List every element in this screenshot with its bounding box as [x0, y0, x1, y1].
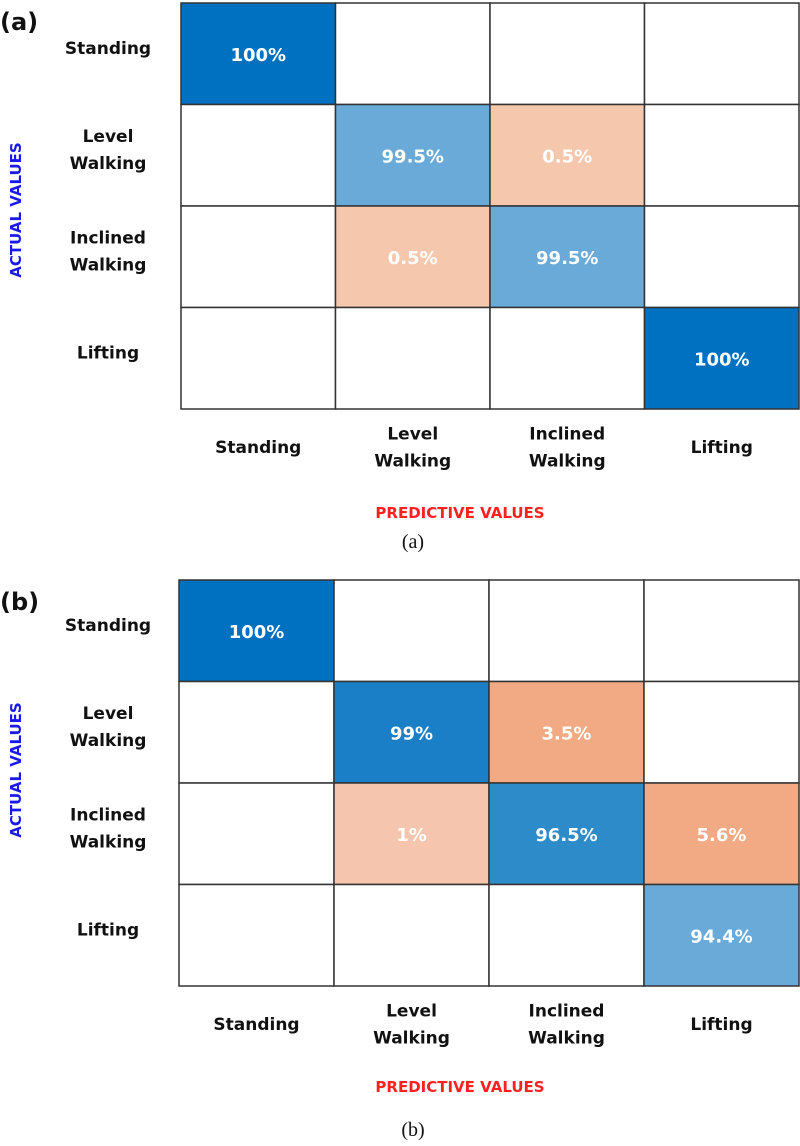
row-tick-label: Level Walking [70, 127, 147, 174]
cell-value-label: 100% [694, 349, 750, 370]
heatmap-panel-b: (b) 100% 99% 3.5% 1% 96.5% 5.6% 94.4% Standing Le… [0, 579, 800, 1141]
column-tick-label: Standing [215, 438, 301, 458]
heatmap-cell [180, 205, 337, 309]
heatmap-cell [489, 205, 646, 309]
cell-value-label: 1% [396, 825, 427, 846]
heatmap-cell [643, 103, 800, 207]
heatmap-cell [333, 782, 490, 886]
cell-value-label: 94.4% [690, 926, 752, 947]
row-tick-label: Standing [65, 39, 151, 59]
heatmap-cell [178, 680, 335, 784]
heatmap-cell [178, 782, 335, 886]
heatmap-cell [334, 205, 491, 309]
heatmap-cell [643, 680, 800, 784]
panel-label: (a) [0, 8, 38, 36]
figure-caption: (b) [401, 1119, 424, 1141]
heatmap-cell [643, 306, 800, 410]
heatmap-cell [180, 103, 337, 207]
heatmap-cell [333, 680, 490, 784]
figure-caption: (a) [402, 531, 424, 553]
heatmap-cell [333, 579, 490, 683]
heatmap-cell [334, 103, 491, 207]
column-tick-label: Standing [213, 1015, 299, 1035]
heatmap-cell [643, 883, 800, 987]
column-tick-label: Level Walking [373, 1002, 450, 1049]
y-axis-title: ACTUAL VALUES [7, 702, 25, 837]
cell-value-label: 99.5% [536, 248, 598, 269]
heatmap-cell [643, 782, 800, 886]
heatmap-cell [178, 883, 335, 987]
row-tick-label: Lifting [77, 343, 139, 363]
x-axis-title: PREDICTIVE VALUES [375, 504, 544, 522]
column-tick-label: Lifting [691, 438, 753, 458]
heatmap-cell [488, 579, 645, 683]
heatmap-cell [334, 306, 491, 410]
heatmap-panel-a: (a) 100% 99.5% 0.5% 0.5% 99.5% 100% Standing Lev… [0, 2, 800, 553]
column-tick-label: Lifting [690, 1015, 752, 1035]
heatmap-cell [334, 2, 491, 106]
column-tick-label: Inclined Walking [529, 425, 606, 472]
row-tick-label: Inclined Walking [70, 805, 147, 852]
cell-value-label: 96.5% [535, 825, 597, 846]
cell-value-label: 99% [390, 723, 433, 744]
cell-value-label: 3.5% [542, 723, 592, 744]
cell-value-label: 5.6% [697, 825, 747, 846]
heatmap-cell [643, 205, 800, 309]
cell-value-label: 0.5% [388, 248, 438, 269]
heatmap-cell [489, 103, 646, 207]
panel-label: (b) [0, 588, 39, 616]
heatmap-cell [643, 579, 800, 683]
cell-value-label: 100% [229, 622, 285, 643]
row-tick-label: Level Walking [70, 704, 147, 751]
heatmap-cell [643, 2, 800, 106]
heatmap-cell [333, 883, 490, 987]
row-tick-label: Standing [65, 616, 151, 636]
row-tick-label: Inclined Walking [70, 228, 147, 275]
heatmap-cell [489, 306, 646, 410]
cell-value-label: 100% [230, 45, 286, 66]
heatmap-cell [489, 2, 646, 106]
heatmap-cell [488, 883, 645, 987]
column-tick-label: Level Walking [374, 425, 451, 472]
x-axis-title: PREDICTIVE VALUES [375, 1078, 544, 1096]
y-axis-title: ACTUAL VALUES [7, 142, 25, 277]
row-tick-label: Lifting [77, 920, 139, 940]
cell-value-label: 0.5% [542, 146, 592, 167]
cell-value-label: 99.5% [382, 146, 444, 167]
column-tick-label: Inclined Walking [528, 1002, 605, 1049]
heatmap-cell [180, 2, 337, 106]
heatmap-cell [180, 306, 337, 410]
